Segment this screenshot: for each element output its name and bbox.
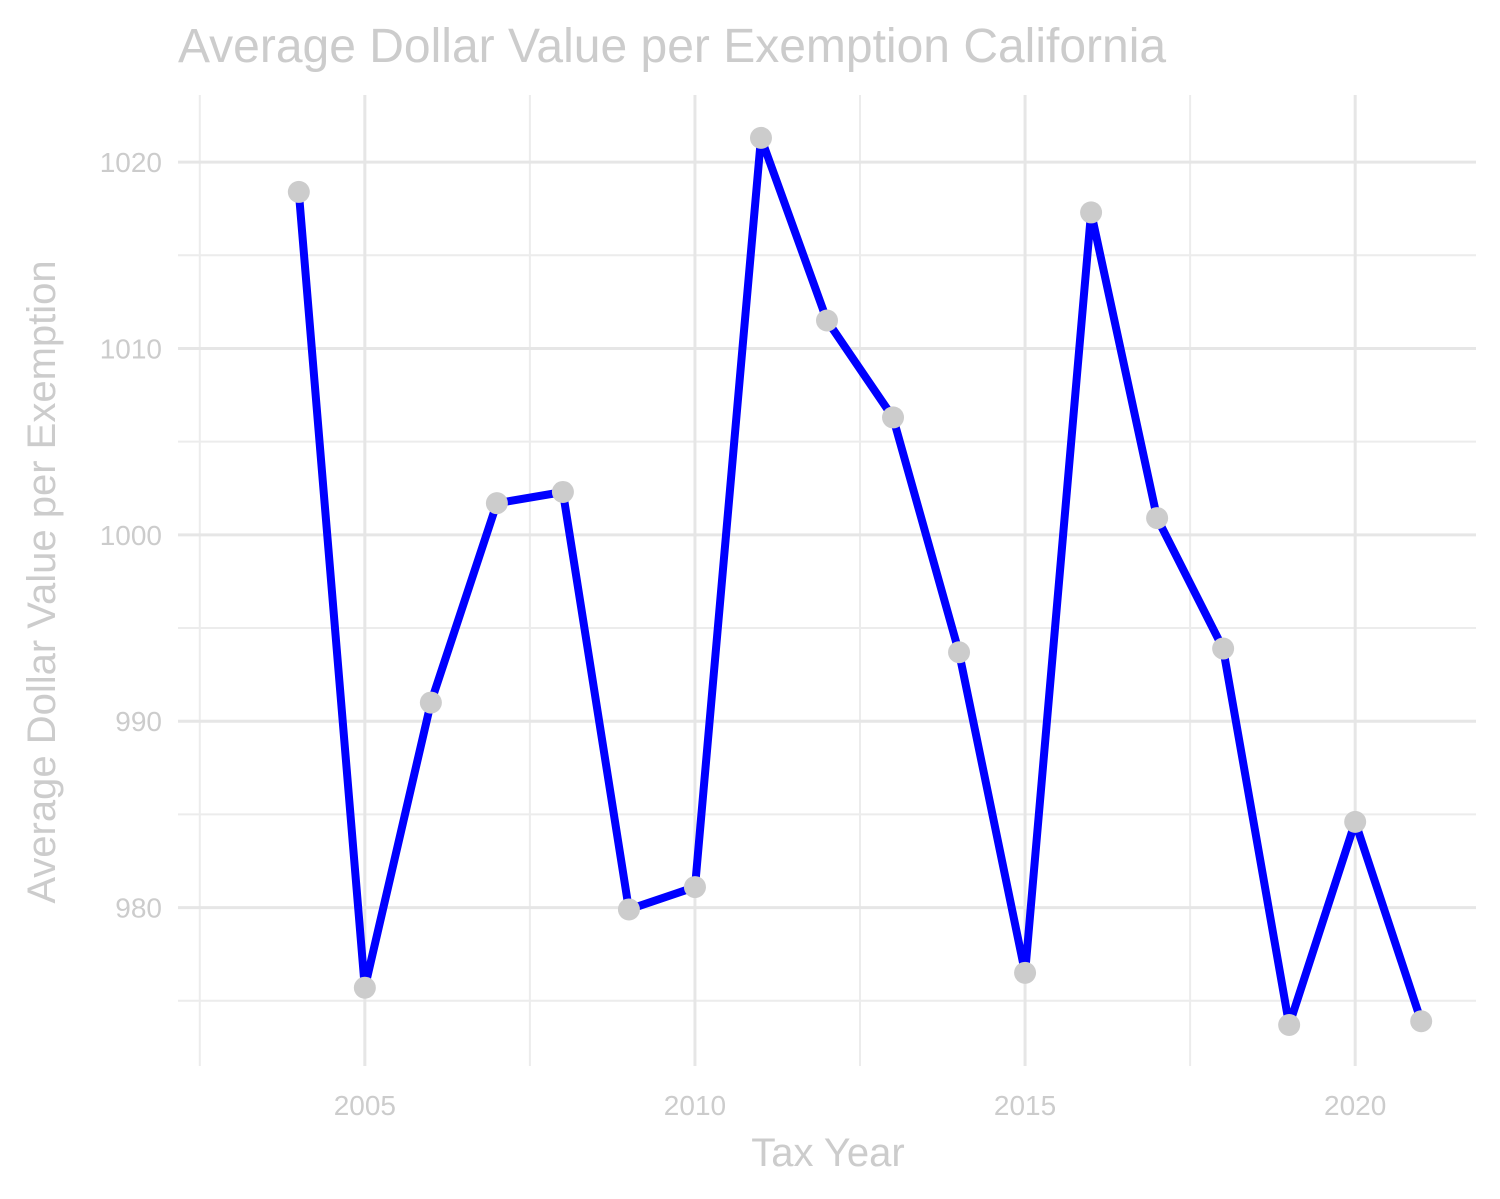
- data-point: [1278, 1013, 1301, 1036]
- data-point: [551, 480, 574, 503]
- y-axis-ticks: 980 990 1000 1010 1020: [100, 147, 162, 923]
- data-point: [1146, 507, 1169, 530]
- data-point: [1014, 961, 1037, 984]
- data-point: [948, 641, 971, 664]
- series-line: [294, 133, 1426, 1029]
- x-tick-label: 2020: [1324, 1090, 1386, 1121]
- data-point: [353, 976, 376, 999]
- y-tick-label: 1000: [100, 520, 162, 551]
- major-gridlines: [178, 95, 1476, 1066]
- chart-title: Average Dollar Value per Exemption Calif…: [178, 20, 1166, 73]
- y-tick-label: 990: [115, 706, 162, 737]
- minor-gridlines: [178, 95, 1476, 1066]
- x-tick-label: 2005: [334, 1090, 396, 1121]
- data-point: [1344, 810, 1367, 833]
- y-tick-label: 1020: [100, 147, 162, 178]
- data-point: [1212, 637, 1235, 660]
- x-axis-title: Tax Year: [751, 1131, 904, 1175]
- data-point: [882, 406, 905, 429]
- x-axis-ticks: 2005 2010 2015 2020: [334, 1090, 1387, 1121]
- data-point: [485, 492, 508, 515]
- x-tick-label: 2010: [664, 1090, 726, 1121]
- data-point: [749, 126, 772, 149]
- y-axis-title: Average Dollar Value per Exemption: [20, 260, 64, 903]
- data-point: [419, 691, 442, 714]
- x-tick-label: 2015: [994, 1090, 1056, 1121]
- y-tick-label: 1010: [100, 333, 162, 364]
- data-point: [1080, 201, 1103, 224]
- data-point: [683, 876, 706, 899]
- data-point: [816, 309, 838, 332]
- data-point: [617, 898, 640, 921]
- y-tick-label: 980: [115, 893, 162, 924]
- data-series: [287, 126, 1433, 1036]
- data-point: [1410, 1010, 1433, 1033]
- data-point: [287, 180, 310, 203]
